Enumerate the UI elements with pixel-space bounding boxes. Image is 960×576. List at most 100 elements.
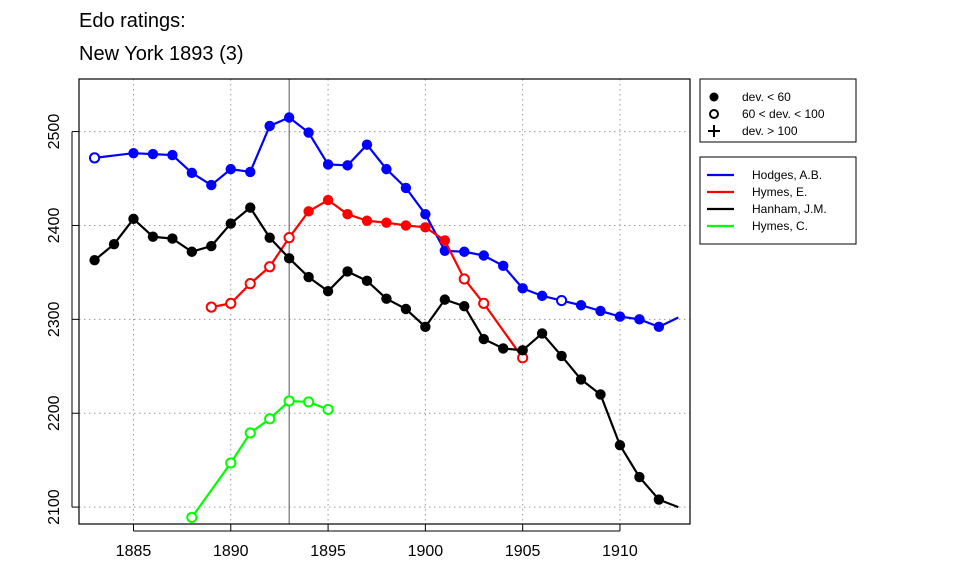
data-point xyxy=(303,271,314,283)
data-point xyxy=(381,163,392,175)
legend-filled-circle-icon xyxy=(709,92,719,102)
series-hymes-e xyxy=(205,194,529,364)
x-tick-label: 1895 xyxy=(310,543,346,560)
data-point xyxy=(420,208,431,220)
data-point xyxy=(322,159,334,170)
x-tick-label: 1885 xyxy=(116,543,152,560)
data-point xyxy=(420,321,431,333)
data-point xyxy=(459,300,470,312)
data-point xyxy=(555,294,568,307)
data-point xyxy=(459,246,470,257)
marker-legend-label: dev. < 60 xyxy=(742,90,791,104)
data-point xyxy=(595,389,606,400)
data-point xyxy=(186,246,198,257)
y-tick-label: 2500 xyxy=(46,114,63,150)
data-point xyxy=(225,163,236,175)
data-point xyxy=(614,439,626,451)
data-point xyxy=(167,149,178,161)
data-point xyxy=(322,194,334,206)
data-point xyxy=(264,261,276,273)
data-point xyxy=(361,139,373,150)
data-point xyxy=(614,311,626,322)
data-point xyxy=(653,321,665,333)
x-tick-label: 1890 xyxy=(213,543,249,560)
series-legend-box xyxy=(699,156,857,245)
data-point xyxy=(186,167,198,179)
series-legend-label: Hymes, E. xyxy=(752,185,807,199)
data-point xyxy=(264,232,275,243)
data-point xyxy=(400,182,412,194)
data-point xyxy=(167,233,178,244)
data-point xyxy=(128,147,139,159)
data-point xyxy=(497,260,509,272)
data-point xyxy=(206,240,217,252)
y-tick-label: 2200 xyxy=(46,395,63,431)
legend-open-circle-icon xyxy=(709,109,719,119)
data-point xyxy=(478,297,490,309)
data-point xyxy=(225,297,237,309)
data-point xyxy=(264,413,276,425)
data-point xyxy=(381,217,392,228)
data-point xyxy=(244,278,256,290)
marker-legend-label: 60 < dev. < 100 xyxy=(742,107,825,121)
data-point xyxy=(245,202,256,213)
x-tick-label: 1900 xyxy=(408,543,444,560)
data-point xyxy=(634,314,645,325)
data-point xyxy=(303,127,314,138)
data-point xyxy=(478,250,489,261)
data-point xyxy=(517,345,528,356)
data-point xyxy=(497,343,509,354)
data-point xyxy=(283,395,295,407)
series-legend-label: Hanham, J.M. xyxy=(752,202,827,216)
data-point xyxy=(420,222,431,233)
data-point xyxy=(634,471,645,483)
series-line xyxy=(190,399,329,519)
data-point xyxy=(653,494,665,505)
data-point xyxy=(147,148,159,160)
x-tick-label: 1905 xyxy=(505,543,541,560)
series-layer xyxy=(88,112,679,524)
data-point xyxy=(244,427,256,439)
data-point xyxy=(361,215,373,226)
y-tick-label: 2100 xyxy=(46,489,63,525)
data-point xyxy=(322,403,334,416)
series-hanham-j-m xyxy=(89,202,679,509)
series-legend-label: Hodges, A.B. xyxy=(752,168,822,182)
data-point xyxy=(245,166,256,178)
y-tick-label: 2300 xyxy=(46,301,63,337)
data-point xyxy=(439,235,451,246)
data-point xyxy=(88,152,101,164)
data-point xyxy=(517,283,528,294)
data-point xyxy=(361,275,373,287)
data-point xyxy=(108,239,120,250)
data-point xyxy=(556,350,567,362)
y-tick-label: 2400 xyxy=(46,208,63,244)
x-axis: 1885 1890 1895 1900 1905 1910 xyxy=(116,524,638,560)
data-point xyxy=(225,457,237,469)
data-point xyxy=(303,206,314,217)
data-point xyxy=(264,120,275,132)
data-point xyxy=(439,294,451,305)
data-point xyxy=(595,305,606,317)
data-point xyxy=(147,231,159,242)
data-point xyxy=(342,160,353,171)
data-point xyxy=(205,301,217,313)
data-point xyxy=(128,213,139,225)
data-point xyxy=(342,266,353,277)
x-tick-label: 1910 xyxy=(602,543,638,560)
chart-title: Edo ratings: xyxy=(79,10,186,32)
data-point xyxy=(575,374,587,385)
chart-subtitle: New York 1893 (3) xyxy=(79,43,244,65)
series-legend: Hodges, A.B. Hymes, E. Hanham, J.M. Hymes, … xyxy=(699,156,857,245)
data-point xyxy=(322,285,334,297)
series-line xyxy=(211,199,524,359)
data-point xyxy=(303,396,315,408)
data-point xyxy=(206,179,217,191)
data-point xyxy=(381,293,392,304)
data-point xyxy=(283,232,295,244)
series-hodges-a-b xyxy=(88,112,679,333)
data-point xyxy=(536,290,548,302)
data-point xyxy=(225,218,236,229)
marker-legend-box xyxy=(699,78,857,143)
